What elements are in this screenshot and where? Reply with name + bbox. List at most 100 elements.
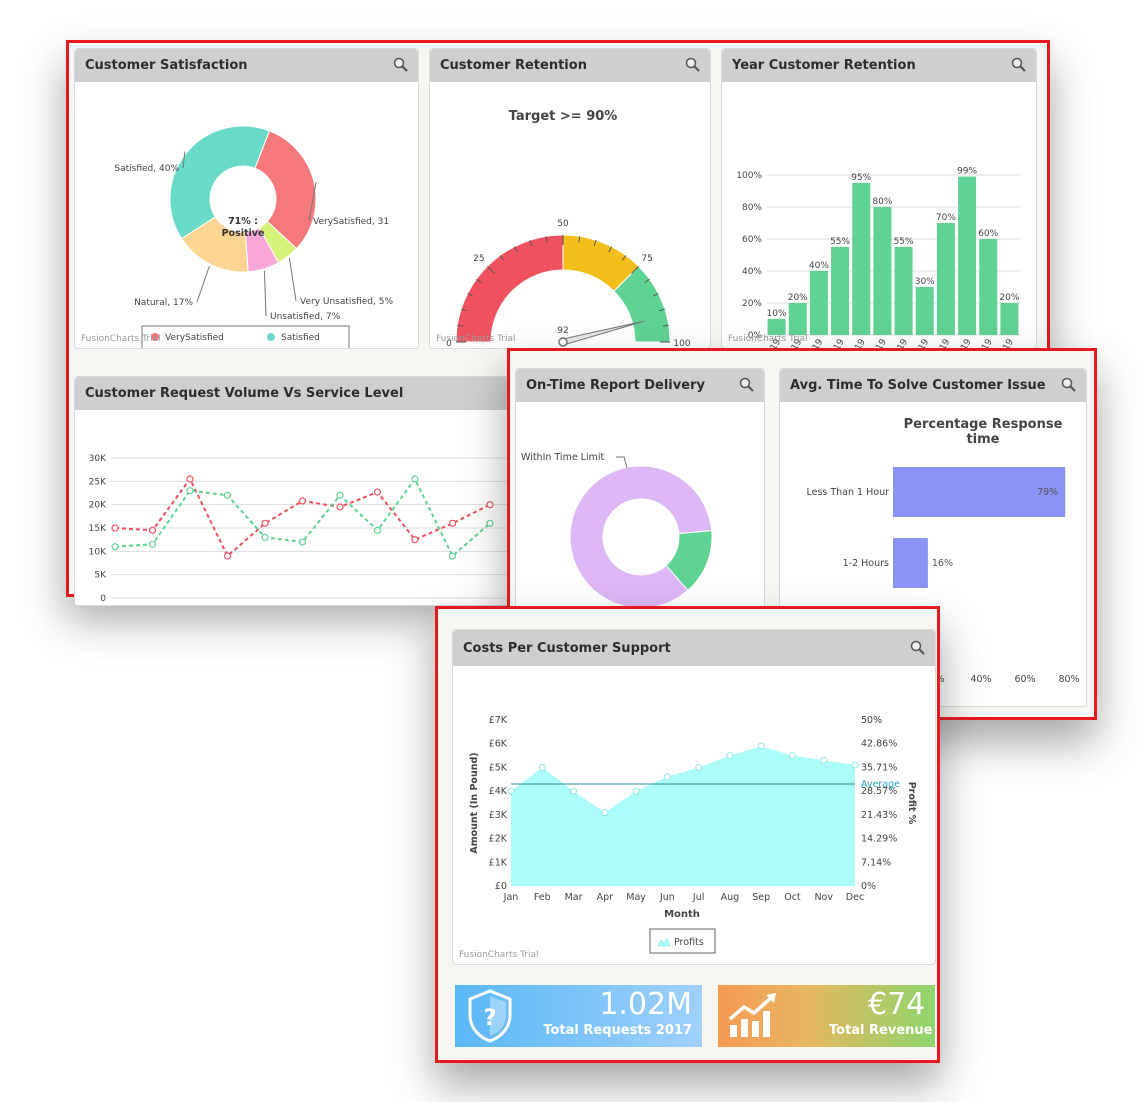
- slice-label-connector: [196, 265, 210, 303]
- data-point[interactable]: [663, 773, 671, 781]
- donut-center-label: Positive: [222, 228, 265, 239]
- data-point[interactable]: [507, 787, 515, 795]
- data-point[interactable]: [632, 787, 640, 795]
- legend-item[interactable]: Satisfied: [281, 333, 320, 343]
- data-point[interactable]: [448, 552, 457, 560]
- data-point[interactable]: [373, 488, 382, 496]
- data-point[interactable]: [411, 475, 419, 483]
- slice-label: VerySatisfied, 31: [313, 217, 389, 227]
- donut-slice[interactable]: [169, 125, 271, 240]
- bar[interactable]: [852, 183, 871, 335]
- bar[interactable]: [936, 223, 955, 335]
- magnifier-icon[interactable]: [909, 639, 927, 657]
- legend-item[interactable]: Natural: [165, 348, 198, 349]
- gauge-tick: [608, 246, 613, 253]
- bar[interactable]: [1000, 303, 1019, 335]
- bar[interactable]: [767, 319, 786, 335]
- card-header: Customer Retention: [430, 49, 710, 82]
- magnifier-icon[interactable]: [684, 56, 702, 74]
- slice-label: Very Unsatisfied, 5%: [300, 297, 393, 307]
- bar[interactable]: [958, 176, 977, 335]
- gauge-tick: [662, 324, 669, 327]
- data-point[interactable]: [570, 787, 578, 795]
- bar[interactable]: [894, 247, 913, 335]
- data-point[interactable]: [448, 519, 457, 527]
- data-point[interactable]: [695, 763, 703, 771]
- data-point[interactable]: [820, 756, 828, 764]
- data-point[interactable]: [261, 533, 269, 541]
- gauge-tick: [658, 308, 665, 312]
- data-point[interactable]: [111, 524, 119, 532]
- slice-label: Unsatisfied, 7%: [270, 312, 341, 322]
- trial-watermark: FusionCharts Trial: [436, 334, 516, 344]
- area-fill: [511, 746, 855, 886]
- data-point[interactable]: [851, 761, 859, 769]
- legend-marker: [151, 348, 159, 349]
- satisfaction-donut-chart: 71% : Positive VerySatisfied, 31 Very Uns…: [114, 125, 393, 349]
- donut-slice[interactable]: [569, 465, 713, 609]
- magnifier-icon[interactable]: [1060, 376, 1078, 394]
- ontime-donut-chart: WithIn Time Limit: [521, 452, 713, 609]
- x-tick-label: 80%: [1058, 674, 1079, 685]
- gauge-tick: [476, 278, 482, 284]
- magnifier-icon[interactable]: [1010, 56, 1028, 74]
- data-point[interactable]: [148, 526, 157, 534]
- data-point[interactable]: [298, 497, 307, 505]
- y-tick-label: 40%: [742, 267, 762, 277]
- x-tick-label: Feb: [534, 892, 551, 903]
- gauge-tick-label: 100: [673, 339, 690, 349]
- data-point[interactable]: [486, 519, 494, 527]
- legend-item[interactable]: VerySatisfied: [165, 333, 224, 343]
- data-point[interactable]: [788, 752, 796, 760]
- card-header: Customer Satisfaction: [75, 49, 418, 82]
- data-point[interactable]: [148, 540, 157, 548]
- x-axis-title: Month: [664, 909, 700, 920]
- gauge-tick: [486, 265, 495, 274]
- bar[interactable]: [893, 538, 928, 588]
- slice-label: Natural, 17%: [134, 298, 193, 308]
- data-point[interactable]: [486, 501, 494, 509]
- donut-slice[interactable]: [254, 130, 317, 250]
- data-point[interactable]: [538, 763, 546, 771]
- bar[interactable]: [809, 271, 828, 335]
- y-axis-title: Amount (In Pound): [469, 752, 480, 853]
- bar[interactable]: [873, 207, 892, 335]
- category-label: 1-2 Hours: [843, 558, 889, 569]
- bar[interactable]: [915, 287, 934, 335]
- gauge-tick: [621, 255, 627, 261]
- legend-item[interactable]: Profits: [674, 937, 704, 948]
- data-point[interactable]: [601, 808, 609, 816]
- bar-value-label: 16%: [932, 558, 953, 569]
- data-point[interactable]: [726, 752, 734, 760]
- data-point[interactable]: [336, 491, 344, 499]
- legend-item[interactable]: Unsatisfied: [281, 348, 331, 349]
- magnifier-icon[interactable]: [392, 56, 410, 74]
- magnifier-icon[interactable]: [738, 376, 756, 394]
- bar-value-label: 55%: [894, 237, 914, 247]
- y-tick-label: 20K: [89, 501, 107, 511]
- bar[interactable]: [893, 467, 1066, 517]
- y-tick-label: £4K: [489, 786, 508, 797]
- data-point[interactable]: [757, 742, 765, 750]
- data-point[interactable]: [336, 503, 344, 511]
- gauge-tick-label: 0: [446, 339, 452, 349]
- y-tick-label: £2K: [489, 834, 508, 845]
- data-point[interactable]: [373, 526, 382, 534]
- data-point[interactable]: [298, 538, 307, 546]
- data-point[interactable]: [186, 475, 194, 483]
- data-point[interactable]: [223, 552, 232, 560]
- data-point[interactable]: [223, 491, 232, 499]
- card-title: Customer Satisfaction: [85, 58, 248, 73]
- bar[interactable]: [788, 303, 807, 335]
- data-point[interactable]: [186, 487, 194, 495]
- chart-caption: time: [966, 432, 999, 447]
- data-point[interactable]: [411, 536, 419, 544]
- category-label: Less Than 1 Hour: [806, 487, 889, 498]
- bar[interactable]: [979, 239, 998, 335]
- slice-label-connector: [288, 257, 297, 302]
- bar[interactable]: [831, 247, 850, 335]
- data-point[interactable]: [261, 519, 269, 527]
- bar-value-label: 55%: [830, 237, 850, 247]
- data-point[interactable]: [111, 543, 119, 551]
- y-tick-label: £3K: [489, 810, 508, 821]
